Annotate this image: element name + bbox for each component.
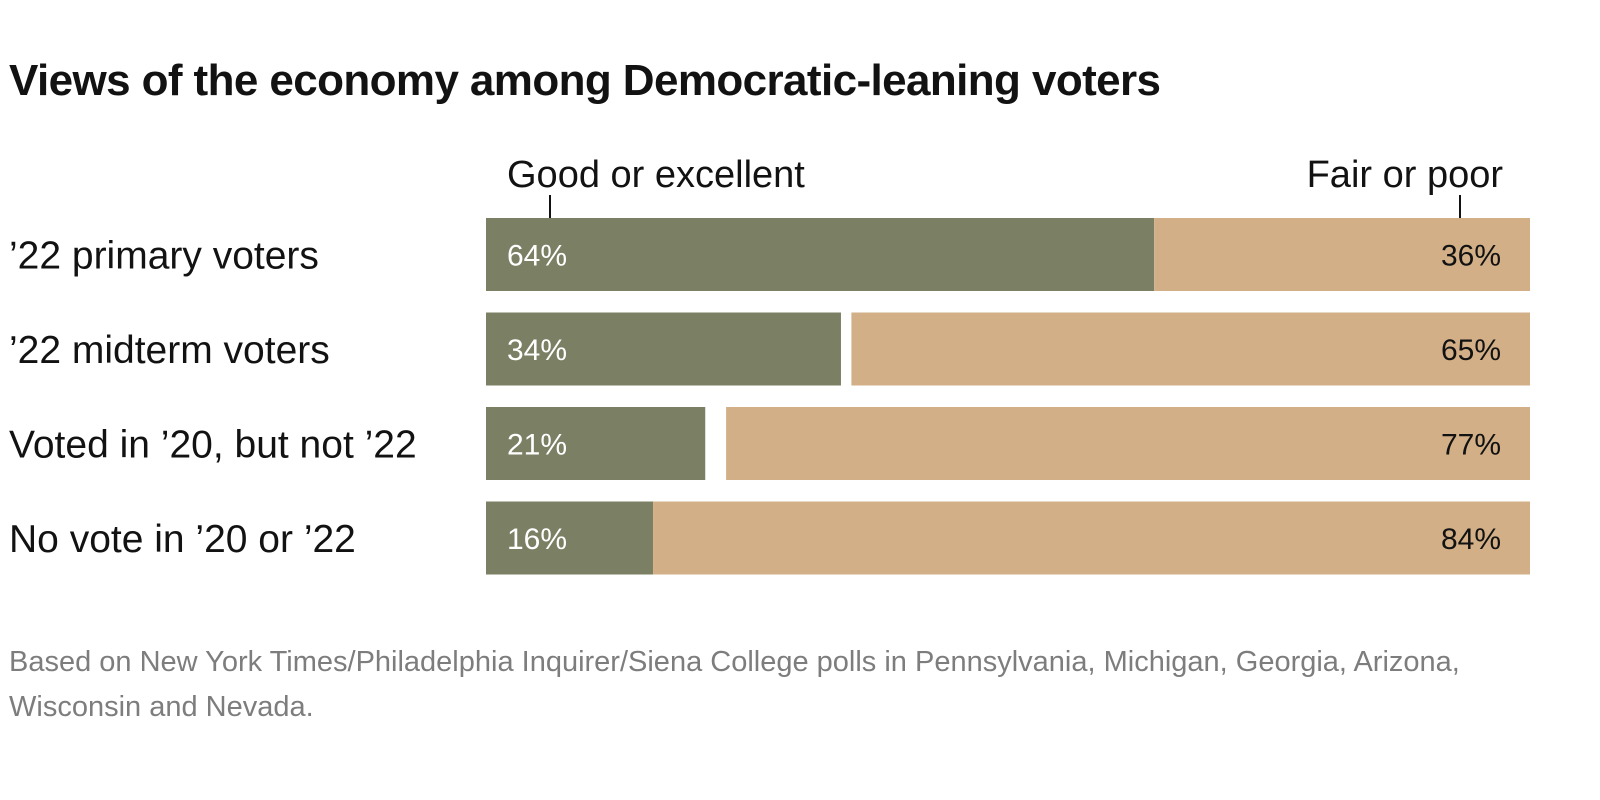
fair-or-poor-bar bbox=[1154, 218, 1530, 291]
row-label: ’22 primary voters bbox=[9, 235, 319, 278]
row-label: ’22 midterm voters bbox=[9, 329, 330, 372]
fair-or-poor-value-label: 77% bbox=[1441, 429, 1501, 462]
row-label: No vote in ’20 or ’22 bbox=[9, 518, 356, 561]
bar-row-1: ’22 primary voters 64% 36% bbox=[9, 218, 1530, 291]
good-or-excellent-value-label: 16% bbox=[507, 523, 567, 556]
fair-or-poor-value-label: 36% bbox=[1441, 240, 1501, 273]
good-or-excellent-value-label: 34% bbox=[507, 334, 567, 367]
chart-note: Based on New York Times/Philadelphia Inq… bbox=[9, 646, 1460, 723]
bar-row-2: ’22 midterm voters 34% 65% bbox=[9, 312, 1530, 386]
fair-or-poor-bar bbox=[726, 407, 1530, 480]
chart-title: Views of the economy among Democratic-le… bbox=[9, 56, 1161, 105]
good-or-excellent-bar bbox=[486, 218, 1155, 291]
bar-row-4: No vote in ’20 or ’22 16% 84% bbox=[9, 501, 1530, 575]
legend-good-or-excellent: Good or excellent bbox=[507, 154, 805, 196]
good-or-excellent-value-label: 64% bbox=[507, 240, 567, 273]
good-or-excellent-bar bbox=[486, 312, 841, 386]
fair-or-poor-value-label: 65% bbox=[1441, 334, 1501, 367]
fair-or-poor-bar bbox=[851, 312, 1530, 386]
legend: Good or excellent Fair or poor bbox=[507, 154, 1503, 218]
bar-row-3: Voted in ’20, but not ’22 21% 77% bbox=[9, 407, 1530, 480]
row-label: Voted in ’20, but not ’22 bbox=[9, 424, 417, 467]
legend-fair-or-poor: Fair or poor bbox=[1307, 154, 1504, 196]
good-or-excellent-bar bbox=[486, 407, 706, 480]
good-or-excellent-bar bbox=[486, 501, 654, 575]
fair-or-poor-bar bbox=[653, 501, 1530, 575]
fair-or-poor-value-label: 84% bbox=[1441, 523, 1501, 556]
good-or-excellent-value-label: 21% bbox=[507, 429, 567, 462]
